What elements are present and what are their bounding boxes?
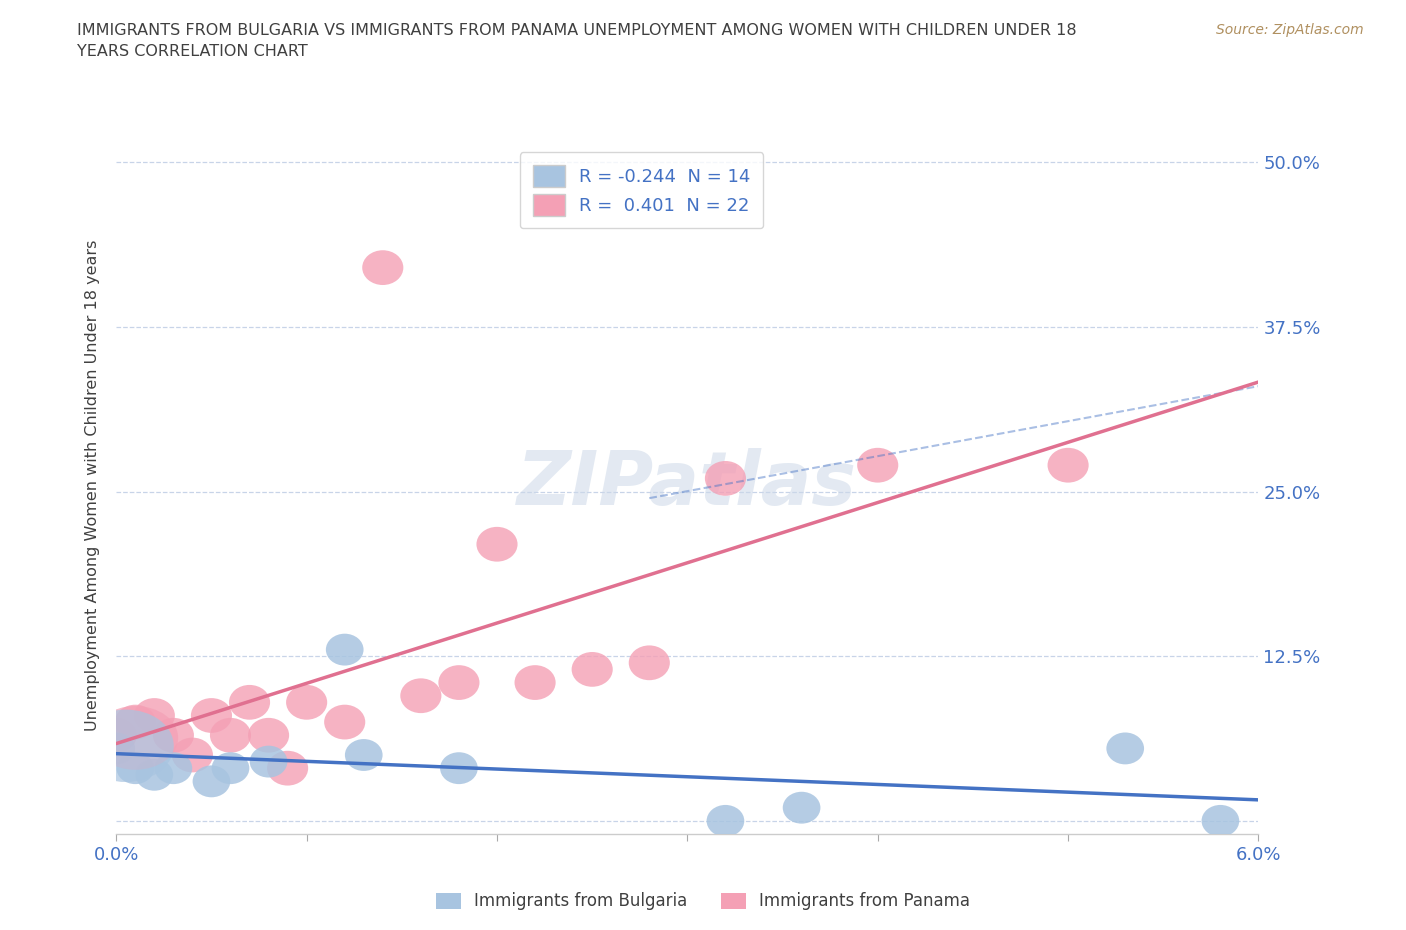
Ellipse shape — [77, 710, 174, 782]
Text: Source: ZipAtlas.com: Source: ZipAtlas.com — [1216, 23, 1364, 37]
Legend: Immigrants from Bulgaria, Immigrants from Panama: Immigrants from Bulgaria, Immigrants fro… — [429, 885, 977, 917]
Text: ZIPatlas: ZIPatlas — [517, 448, 858, 522]
Y-axis label: Unemployment Among Women with Children Under 18 years: Unemployment Among Women with Children U… — [86, 239, 100, 731]
Ellipse shape — [93, 706, 179, 770]
Text: IMMIGRANTS FROM BULGARIA VS IMMIGRANTS FROM PANAMA UNEMPLOYMENT AMONG WOMEN WITH: IMMIGRANTS FROM BULGARIA VS IMMIGRANTS F… — [77, 23, 1077, 60]
Legend: R = -0.244  N = 14, R =  0.401  N = 22: R = -0.244 N = 14, R = 0.401 N = 22 — [520, 152, 763, 229]
